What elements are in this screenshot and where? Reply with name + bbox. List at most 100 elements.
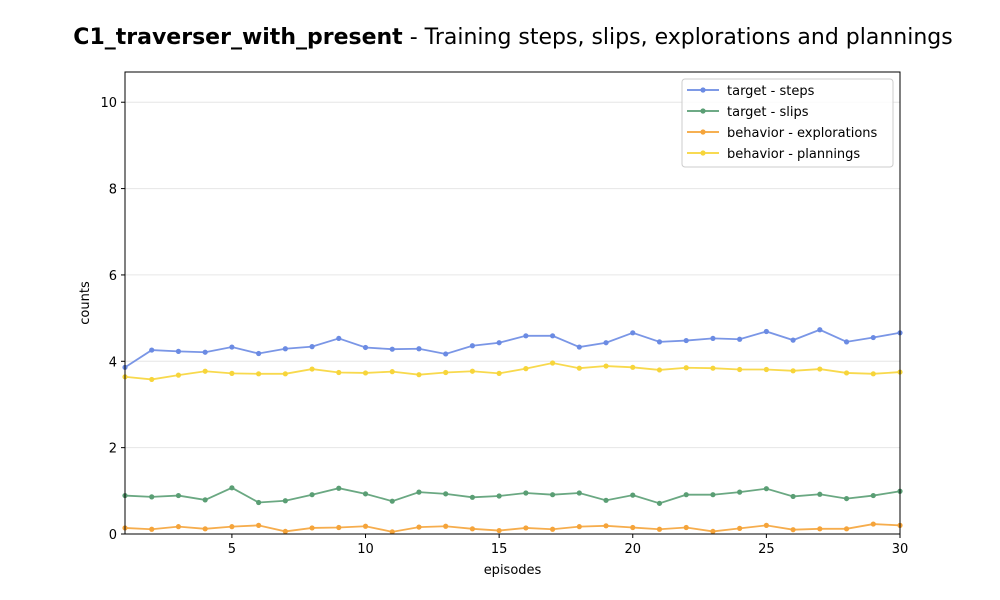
data-point xyxy=(549,333,556,339)
y-tick-label: 8 xyxy=(109,183,117,198)
series-target-steps xyxy=(122,327,903,370)
data-point xyxy=(683,365,689,371)
data-point xyxy=(496,493,502,499)
y-tick-label: 0 xyxy=(109,528,117,543)
data-point xyxy=(549,526,556,532)
data-point xyxy=(175,348,182,354)
data-point xyxy=(790,527,796,533)
series-line xyxy=(124,486,901,505)
legend-marker xyxy=(700,150,706,156)
series-layer xyxy=(122,327,903,535)
data-point xyxy=(737,525,743,531)
data-point xyxy=(817,491,823,497)
data-point xyxy=(656,500,663,506)
data-point xyxy=(336,485,342,491)
data-point xyxy=(256,499,262,506)
x-tick-label: 15 xyxy=(491,542,508,557)
data-point xyxy=(549,492,556,498)
data-point xyxy=(870,371,876,377)
legend-marker xyxy=(700,129,706,135)
data-point xyxy=(843,370,850,376)
data-point xyxy=(469,343,476,349)
data-point xyxy=(496,527,502,534)
x-tick-label: 10 xyxy=(357,542,374,557)
data-point xyxy=(443,369,449,376)
data-point xyxy=(309,366,315,372)
data-point xyxy=(549,360,556,366)
data-point xyxy=(790,368,796,374)
data-point xyxy=(229,370,235,376)
legend-item: target - steps xyxy=(687,84,815,99)
data-point xyxy=(737,366,743,373)
data-point xyxy=(443,491,449,497)
legend-label: target - steps xyxy=(727,84,815,99)
data-point xyxy=(416,489,422,495)
legend-label: behavior - explorations xyxy=(727,126,878,141)
data-point xyxy=(790,493,796,500)
x-tick-label: 30 xyxy=(892,542,909,557)
data-point xyxy=(870,334,876,341)
data-point xyxy=(763,328,769,335)
chart-title: C1_traverser_with_present - Training ste… xyxy=(73,25,952,50)
data-point xyxy=(202,368,208,374)
data-point xyxy=(416,524,422,530)
data-point xyxy=(576,490,582,496)
data-point xyxy=(683,524,689,531)
y-tick-label: 10 xyxy=(100,96,117,111)
data-point xyxy=(309,525,315,531)
data-point xyxy=(416,372,422,378)
legend-label: target - slips xyxy=(727,105,809,120)
data-point xyxy=(469,494,476,500)
data-point xyxy=(149,347,155,353)
data-point xyxy=(149,376,155,383)
data-point xyxy=(656,339,663,345)
data-point xyxy=(282,528,288,535)
data-point xyxy=(870,521,876,527)
legend-box xyxy=(681,78,894,168)
data-point xyxy=(282,371,288,377)
data-point xyxy=(710,365,716,371)
data-point xyxy=(496,370,502,376)
data-point xyxy=(576,344,582,350)
data-point xyxy=(229,485,235,491)
series-line xyxy=(124,362,901,381)
data-point xyxy=(683,337,689,344)
series-behavior-explorations xyxy=(122,521,903,535)
data-point xyxy=(256,522,262,528)
data-point xyxy=(790,337,796,343)
data-point xyxy=(843,339,850,345)
x-tick-label: 25 xyxy=(758,542,775,557)
chart-title-bold: C1_traverser_with_present xyxy=(73,25,403,50)
legend-marker xyxy=(700,87,706,93)
x-tick-label: 20 xyxy=(624,542,641,557)
data-point xyxy=(336,524,342,531)
data-point xyxy=(389,346,395,352)
data-point xyxy=(309,344,315,350)
data-point xyxy=(416,346,422,352)
data-point xyxy=(362,523,369,529)
data-point xyxy=(282,346,288,352)
legend-item: target - slips xyxy=(687,105,809,120)
data-point xyxy=(523,366,529,372)
data-point xyxy=(630,364,636,370)
data-point xyxy=(817,526,823,532)
data-point xyxy=(710,335,716,342)
data-point xyxy=(175,524,182,530)
data-point xyxy=(656,526,663,532)
data-point xyxy=(175,492,182,499)
data-point xyxy=(469,368,476,374)
legend-label: behavior - plannings xyxy=(727,147,860,162)
data-point xyxy=(229,524,235,530)
data-point xyxy=(202,526,208,532)
data-point xyxy=(282,498,288,504)
series-line xyxy=(124,328,901,369)
data-point xyxy=(603,523,609,529)
data-point xyxy=(256,350,262,357)
legend-item: behavior - explorations xyxy=(687,126,878,141)
data-point xyxy=(389,369,395,375)
y-tick-label: 2 xyxy=(109,442,117,457)
data-point xyxy=(175,372,182,378)
data-point xyxy=(336,335,342,342)
data-point xyxy=(656,367,663,373)
